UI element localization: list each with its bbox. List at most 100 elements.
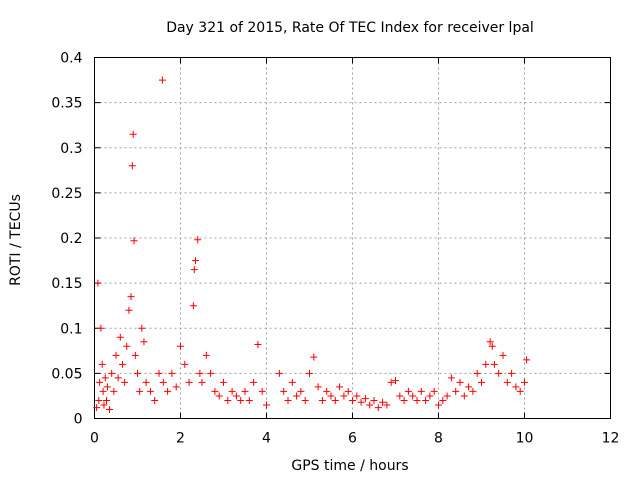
data-point — [404, 387, 412, 395]
data-point — [134, 369, 141, 377]
chart-title: Day 321 of 2015, Rate Of TEC Index for r… — [166, 20, 534, 36]
data-point — [366, 401, 374, 409]
x-tick-label: 10 — [516, 431, 534, 447]
data-point — [310, 353, 318, 361]
data-point — [413, 396, 421, 404]
data-point — [336, 383, 344, 391]
data-point — [447, 374, 455, 382]
x-tick-label: 0 — [90, 431, 99, 447]
data-point — [443, 392, 451, 400]
data-point — [400, 396, 408, 404]
y-tick-label: 0.25 — [51, 186, 82, 202]
data-point — [379, 398, 387, 406]
data-point — [340, 392, 348, 400]
data-point — [103, 396, 111, 404]
data-point — [357, 398, 365, 406]
data-point — [129, 130, 137, 138]
x-tick-label: 8 — [434, 431, 443, 447]
data-point — [95, 396, 103, 404]
data-point — [280, 387, 288, 395]
y-tick-label: 0.2 — [60, 231, 82, 247]
data-point — [430, 387, 438, 395]
data-point — [521, 378, 528, 386]
axis-ticks: 0 2 4 6 8 10 12 0 0.05 0.1 0.15 0.2 0.25 0.3 0.35 0.4 — [51, 51, 619, 447]
data-point — [192, 257, 200, 265]
data-point — [202, 351, 210, 359]
data-point — [142, 378, 150, 386]
data-point — [123, 342, 131, 350]
x-tick-label: 6 — [348, 431, 357, 447]
data-point — [138, 324, 146, 332]
data-point — [224, 396, 232, 404]
data-point — [190, 266, 198, 274]
data-point — [250, 378, 258, 386]
data-point — [94, 279, 102, 287]
data-point — [383, 401, 391, 409]
data-point — [194, 236, 202, 244]
data-point — [323, 387, 331, 395]
data-point — [275, 369, 283, 377]
data-point — [318, 396, 326, 404]
data-point — [301, 396, 309, 404]
y-tick-label: 0.15 — [51, 276, 82, 292]
data-point — [417, 387, 425, 395]
data-point — [151, 396, 159, 404]
y-axis-label: ROTI / TECUs — [8, 194, 24, 286]
data-point — [136, 387, 144, 395]
data-point — [155, 369, 163, 377]
data-point — [103, 383, 111, 391]
data-point — [131, 351, 139, 359]
data-point — [101, 374, 109, 382]
y-tick-label: 0.1 — [60, 321, 82, 337]
data-point — [460, 392, 468, 400]
data-point — [116, 333, 124, 341]
data-point — [114, 374, 122, 382]
data-point — [512, 383, 520, 391]
data-point — [293, 392, 301, 400]
data-point — [140, 338, 148, 346]
data-point — [128, 162, 136, 170]
data-point — [288, 378, 296, 386]
data-point — [100, 401, 108, 409]
data-point — [106, 405, 114, 413]
data-point — [452, 387, 460, 395]
data-point — [189, 302, 197, 310]
data-point — [469, 387, 477, 395]
data-point — [158, 76, 166, 84]
data-point — [297, 387, 305, 395]
data-point — [327, 392, 335, 400]
data-point — [523, 356, 531, 364]
data-point — [121, 378, 129, 386]
data-point — [422, 396, 430, 404]
data-point — [125, 306, 133, 314]
data-point — [198, 378, 206, 386]
x-tick-label: 2 — [176, 431, 185, 447]
data-point — [232, 392, 240, 400]
data-point — [409, 392, 417, 400]
data-point — [490, 360, 498, 368]
data-point — [488, 342, 496, 350]
grid-lines — [94, 57, 611, 419]
data-point — [97, 324, 105, 332]
data-point — [185, 378, 193, 386]
data-point — [172, 383, 180, 391]
data-point — [508, 369, 516, 377]
data-point — [331, 396, 339, 404]
data-point — [486, 338, 494, 346]
data-point — [215, 392, 223, 400]
y-tick-label: 0.35 — [51, 96, 82, 112]
y-tick-label: 0.4 — [60, 51, 82, 67]
data-point — [110, 387, 118, 395]
data-point — [284, 396, 292, 404]
data-point — [196, 369, 204, 377]
data-point — [93, 404, 101, 412]
data-point — [516, 387, 524, 395]
y-tick-label: 0.05 — [51, 366, 82, 382]
data-point — [306, 369, 313, 377]
data-point — [220, 378, 227, 386]
data-point — [473, 369, 481, 377]
data-point — [108, 369, 116, 377]
x-tick-label: 4 — [262, 431, 271, 447]
y-tick-label: 0.3 — [60, 141, 82, 157]
data-point — [177, 342, 184, 350]
